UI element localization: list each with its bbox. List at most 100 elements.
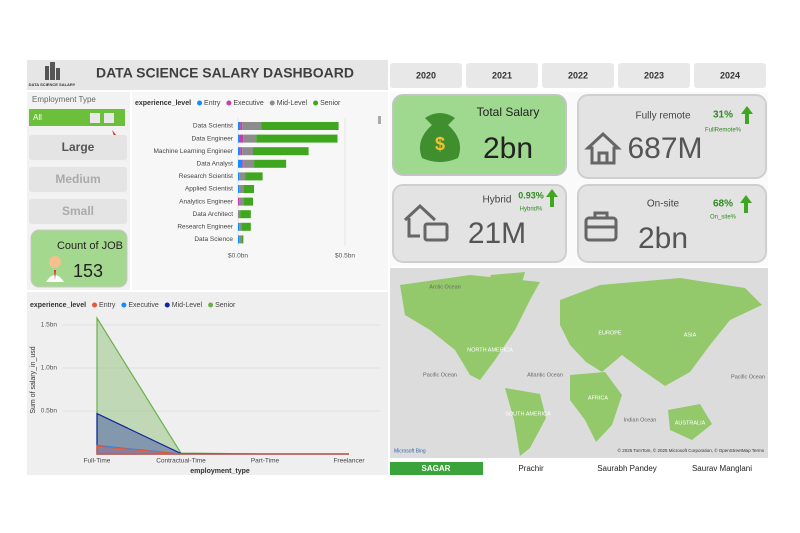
y-axis-label: Sum of salary_in_usd bbox=[30, 346, 37, 413]
bar-segment bbox=[243, 197, 253, 206]
year-button[interactable] bbox=[694, 63, 766, 88]
legend-title: experience_level bbox=[30, 302, 86, 309]
y-tick-label: Research Scientist bbox=[179, 173, 233, 180]
year-label: 2022 bbox=[568, 70, 588, 80]
map-label: NORTH AMERICA bbox=[467, 347, 513, 353]
kpi-card bbox=[577, 94, 767, 179]
year-button[interactable] bbox=[542, 63, 614, 88]
kpi-pct-label: Hybrid% bbox=[520, 207, 543, 213]
kpi-pct: 31% bbox=[713, 110, 733, 121]
y-tick-label: Research Engineer bbox=[177, 224, 233, 231]
bar-segment bbox=[239, 134, 244, 143]
x-tick-label: Full-Time bbox=[84, 458, 111, 465]
count-value: 153 bbox=[73, 261, 103, 281]
y-tick-label: Data Architect bbox=[193, 211, 234, 218]
bar-segment bbox=[238, 210, 241, 219]
kpi-card bbox=[392, 184, 567, 263]
area-panel bbox=[27, 292, 388, 475]
bar-segment bbox=[241, 222, 251, 231]
y-tick-label: 1.0bn bbox=[41, 365, 58, 372]
size-button[interactable] bbox=[29, 167, 127, 192]
kpi-card bbox=[577, 184, 767, 263]
cursor bbox=[112, 130, 117, 136]
year-label: 2024 bbox=[720, 70, 740, 80]
title-bar bbox=[27, 60, 388, 90]
size-button[interactable] bbox=[29, 135, 127, 160]
bar-segment bbox=[240, 147, 243, 156]
slicer-label: Employment Type bbox=[32, 95, 96, 104]
hybrid-icon bbox=[403, 203, 449, 242]
bar-segment bbox=[238, 185, 240, 193]
kpi-pct: 68% bbox=[713, 199, 733, 210]
legend-label: Entry bbox=[204, 100, 221, 107]
year-button[interactable] bbox=[466, 63, 538, 88]
legend-marker bbox=[121, 302, 127, 308]
legend-marker bbox=[313, 100, 319, 106]
size-button[interactable] bbox=[29, 199, 127, 224]
map-label: EUROPE bbox=[598, 330, 622, 336]
kpi-value: 2bn bbox=[483, 132, 533, 165]
tab-label[interactable]: Saurav Manglani bbox=[692, 464, 752, 473]
logo bbox=[45, 62, 60, 80]
map-label: Indian Ocean bbox=[624, 417, 657, 423]
bar-segment bbox=[239, 235, 242, 244]
legend-label: Mid-Level bbox=[172, 302, 203, 309]
year-label: 2020 bbox=[416, 70, 436, 80]
bar-segment bbox=[239, 197, 244, 206]
x-axis-label: employment_type bbox=[190, 468, 250, 475]
bar-segment bbox=[256, 134, 338, 143]
x-tick-label: Freelancer bbox=[333, 458, 365, 465]
bar-segment bbox=[239, 222, 242, 231]
x-tick-label: $0.0bn bbox=[228, 253, 248, 260]
area-chart: experience_level Entry Executive Mid-Level S… bbox=[30, 302, 380, 475]
slicer-icon[interactable] bbox=[104, 113, 114, 123]
tab-label[interactable]: Prachir bbox=[518, 464, 544, 473]
y-tick-label: Data Scientist bbox=[193, 123, 233, 130]
bar-segment bbox=[238, 147, 241, 156]
up-arrow bbox=[546, 189, 558, 207]
svg-text:$: $ bbox=[435, 134, 445, 154]
bar-segment bbox=[238, 197, 240, 206]
kpi-value: 687M bbox=[627, 132, 702, 165]
bar-segment bbox=[261, 122, 339, 130]
dashboard-title: DATA SCIENCE SALARY DASHBOARD bbox=[96, 65, 354, 81]
y-tick-label: Data Science bbox=[194, 236, 233, 243]
bar-segment bbox=[239, 185, 244, 193]
y-tick-label: 1.5bn bbox=[41, 322, 58, 329]
year-button[interactable] bbox=[618, 63, 690, 88]
bar-segment bbox=[240, 210, 251, 219]
tab-active[interactable] bbox=[390, 462, 483, 475]
x-tick-label: Part-Time bbox=[251, 458, 280, 465]
map-label: Atlantic Ocean bbox=[527, 372, 563, 378]
tab-label[interactable]: SAGAR bbox=[422, 464, 451, 473]
map-labels: Arctic Ocean NORTH AMERICA EUROPE ASIA P… bbox=[423, 284, 765, 426]
bar-segment bbox=[242, 159, 244, 168]
slicer-dropdown[interactable] bbox=[29, 109, 125, 126]
y-tick-label: Machine Learning Engineer bbox=[154, 148, 234, 155]
slicer-selected: All bbox=[33, 113, 42, 122]
size-label: Small bbox=[62, 204, 94, 218]
y-tick-label: Data Engineer bbox=[191, 135, 233, 142]
bar-segment bbox=[252, 147, 309, 156]
year-button[interactable] bbox=[390, 63, 462, 88]
y-tick-label: 0.5bn bbox=[41, 408, 58, 415]
kpi-label: Total Salary bbox=[477, 105, 540, 119]
legend-marker bbox=[226, 100, 232, 106]
size-label: Large bbox=[62, 140, 95, 154]
kpi-pct-label: FullRemote% bbox=[705, 128, 742, 134]
bar-panel bbox=[132, 92, 388, 290]
map-label: Arctic Ocean bbox=[429, 284, 460, 290]
kpi-pct: 0.93% bbox=[518, 190, 544, 200]
kpi-pct-label: On_site% bbox=[710, 215, 737, 221]
logo-text: DATA SCIENCE SALARY bbox=[29, 82, 76, 87]
bar-segment bbox=[238, 222, 240, 231]
map-label: SOUTH AMERICA bbox=[505, 411, 551, 417]
legend-marker bbox=[92, 302, 98, 308]
kpi-value: 21M bbox=[468, 217, 526, 250]
map-label: Pacific Ocean bbox=[731, 374, 765, 380]
bar-segment bbox=[238, 172, 240, 181]
slicer-icon[interactable] bbox=[90, 113, 100, 123]
y-tick-label: Analytics Engineer bbox=[179, 198, 234, 205]
y-tick-label: Data Analyst bbox=[197, 161, 234, 168]
tab-label[interactable]: Saurabh Pandey bbox=[597, 464, 657, 473]
